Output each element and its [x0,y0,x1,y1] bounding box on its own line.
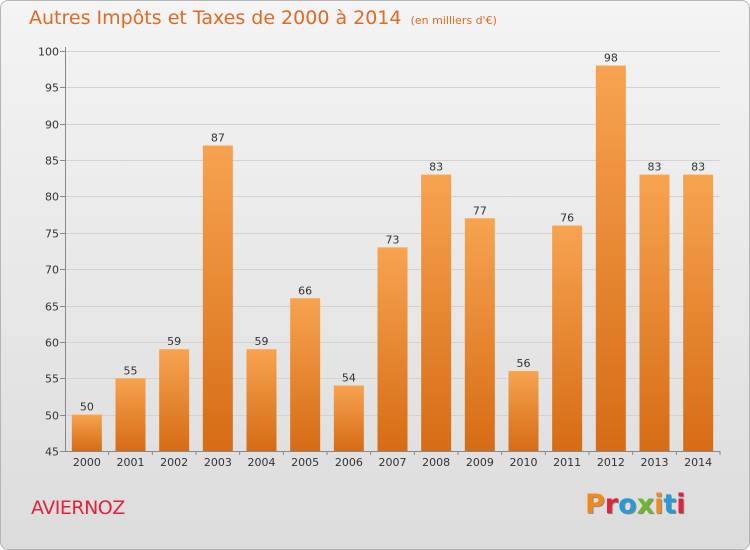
y-tick-label: 95 [45,82,59,95]
x-tick-label: 2005 [291,456,319,469]
bar-value-label: 83 [429,161,443,174]
x-tick-label: 2013 [641,456,669,469]
bar-value-label: 87 [211,132,225,145]
bar-value-label: 56 [517,357,531,370]
bar-value-label: 76 [560,212,574,225]
bar [421,174,452,452]
bar [595,65,626,451]
bar-value-label: 59 [255,335,269,348]
bar-layer [71,65,714,452]
proxiti-logo: Proxiti [585,489,686,520]
y-tick-label: 75 [45,228,59,241]
x-tick-label: 2001 [117,456,145,469]
x-tick-label: 2014 [684,456,712,469]
bar-value-label: 98 [604,52,618,65]
y-tick-label: 70 [45,264,59,277]
bar-value-label: 77 [473,204,487,217]
x-tick-label: 2003 [204,456,232,469]
x-tick-label: 2000 [73,456,101,469]
city-name: AVIERNOZ [31,497,125,519]
bar [115,378,146,451]
x-tick-label: 2011 [553,456,581,469]
bar [508,371,539,451]
bar [71,414,102,451]
bar-value-label: 73 [386,233,400,246]
logo-letter: t [663,489,677,520]
bar [202,145,233,451]
y-tick-label: 100 [38,46,59,59]
bar [464,218,495,451]
label-layer: 50 55 59 87 59 66 54 73 83 77 56 76 98 83 83 [80,52,705,414]
y-tick-label: 55 [45,373,59,386]
bar-value-label: 50 [80,401,94,414]
logo-letter: r [604,489,619,520]
x-tick-label: 2002 [160,456,188,469]
chart-title-main: Autres Impôts et Taxes de 2000 à 2014 [29,7,402,29]
chart-title: Autres Impôts et Taxes de 2000 à 2014 (e… [29,7,497,29]
x-tick-label: 2004 [248,456,276,469]
y-tick-label: 45 [45,446,59,459]
logo-letter: i [654,489,664,520]
y-tick-label: 85 [45,155,59,168]
bar [639,174,670,452]
chart-title-unit: (en milliers d'€) [410,14,497,27]
bar [290,298,321,451]
bar [246,349,277,451]
bar-value-label: 59 [167,335,181,348]
x-tick-label: 2008 [422,456,450,469]
bar-value-label: 55 [124,364,138,377]
x-tick-label: 2010 [510,456,538,469]
bar-value-label: 83 [691,161,705,174]
axis-layer: 45 50 55 60 65 70 75 80 85 90 95 100 2000 2001 2002 200… [38,46,721,469]
x-tick-label: 2012 [597,456,625,469]
bar [333,385,364,451]
logo-letter: x [636,489,655,520]
bar [377,247,408,451]
y-tick-label: 50 [45,410,59,423]
bar-value-label: 54 [342,372,356,385]
logo-letter: o [618,489,637,520]
y-tick-label: 90 [45,119,59,132]
x-tick-label: 2009 [466,456,494,469]
y-tick-label: 60 [45,337,59,350]
y-tick-label: 65 [45,301,59,314]
bar-value-label: 83 [648,161,662,174]
bar [552,225,583,451]
bar [683,174,714,452]
y-tick-label: 80 [45,191,59,204]
bar [159,349,190,451]
logo-letter: i [676,489,686,520]
x-tick-label: 2007 [379,456,407,469]
bar-value-label: 66 [298,284,312,297]
x-tick-label: 2006 [335,456,363,469]
logo-letter: P [585,489,605,520]
